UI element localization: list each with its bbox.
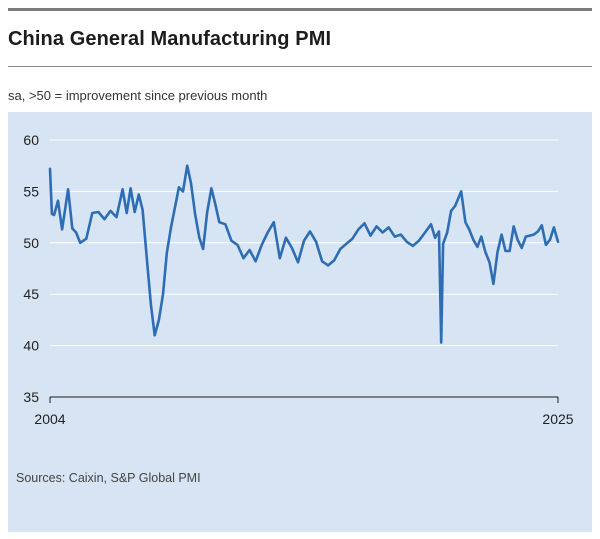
y-tick-label-55: 55 bbox=[23, 183, 39, 199]
x-tick-label-2004: 2004 bbox=[34, 411, 65, 427]
series-line-0 bbox=[48, 164, 560, 344]
top-rule bbox=[8, 8, 592, 11]
chart-title: China General Manufacturing PMI bbox=[8, 28, 332, 50]
y-tick-label-40: 40 bbox=[23, 338, 39, 354]
y-tick-label-35: 35 bbox=[23, 389, 39, 405]
y-tick-label-45: 45 bbox=[23, 286, 39, 302]
y-tick-label-50: 50 bbox=[23, 235, 39, 251]
title-divider bbox=[8, 66, 592, 67]
source-note: Sources: Caixin, S&P Global PMI bbox=[16, 471, 201, 485]
y-tick-label-60: 60 bbox=[23, 132, 39, 148]
chart-subtitle: sa, >50 = improvement since previous mon… bbox=[8, 88, 268, 103]
chart-panel bbox=[8, 112, 592, 532]
x-tick-label-2025: 2025 bbox=[542, 411, 573, 427]
